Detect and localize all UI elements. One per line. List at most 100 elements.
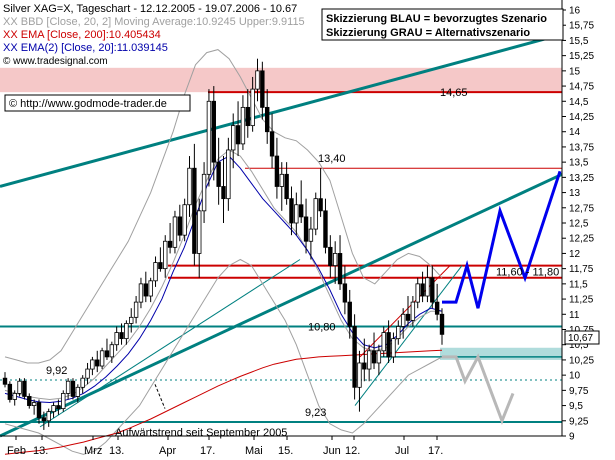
annotation-label: 11,60 - 11,80 <box>496 267 559 279</box>
scenario-legend-box <box>321 8 564 41</box>
candle-body <box>80 377 85 388</box>
x-tick-label: Apr <box>159 445 176 457</box>
y-tick-label: 10,5 <box>569 340 589 351</box>
candle-body <box>371 350 377 364</box>
candle-body <box>46 411 51 422</box>
candle-body <box>357 362 362 388</box>
bbd-upper-line <box>4 49 443 364</box>
annotation-label: 9,92 <box>46 365 67 377</box>
candle-body <box>51 405 56 413</box>
candle-body <box>22 380 27 397</box>
candle-body <box>250 88 255 127</box>
candle-body <box>70 380 76 397</box>
scenario-blue-path <box>442 170 562 309</box>
x-tick-label: 17. <box>428 445 443 457</box>
x-tick-label: 17. <box>200 445 215 457</box>
candle-body <box>434 301 440 315</box>
candle-body <box>245 106 250 127</box>
candle-body <box>12 392 17 400</box>
candle-body <box>260 70 265 108</box>
y-tick-label: 11 <box>569 310 580 321</box>
candle-body <box>264 106 270 133</box>
y-tick-label: 13,5 <box>569 158 589 169</box>
candle-body <box>342 283 348 303</box>
candle-body <box>352 326 357 388</box>
y-tick-label: 15,75 <box>569 21 594 32</box>
y-tick-label: 12,5 <box>569 219 589 230</box>
candle-body <box>294 204 299 224</box>
candle-body <box>362 362 367 370</box>
candle-body <box>167 240 173 248</box>
candle-body <box>430 277 435 303</box>
y-tick-label: 12 <box>569 249 581 260</box>
website-label[interactable]: © http://www.godmode-trader.de <box>9 98 167 110</box>
candle-body <box>328 246 333 266</box>
y-tick-label: 14,25 <box>569 112 594 123</box>
annotation-label: 13,40 <box>318 153 346 165</box>
candle-body <box>182 204 187 236</box>
tradesignal-copyright: © www.tradesignal.com <box>3 56 108 67</box>
bbd-lower-line <box>4 258 443 455</box>
annotations-layer: 14,65 13,40 11,60 - 11,80 10,80 9,92 9,23 Aufw… <box>46 87 559 439</box>
candle-body <box>303 216 309 242</box>
support-zone <box>440 347 562 360</box>
legend-gray-label: Skizzierung GRAU = Alternativszenario <box>326 27 530 39</box>
bbd-legend: XX BBD [Close, 20, 2] Moving Average:10.… <box>3 16 305 28</box>
candle-body <box>405 313 411 321</box>
levels-layer <box>0 91 562 424</box>
candle-body <box>114 332 119 346</box>
candle-body <box>376 350 382 364</box>
candle-body <box>143 283 149 297</box>
candle-body <box>332 253 338 267</box>
annotation-label: 9,23 <box>305 407 326 419</box>
candle-body <box>415 283 420 303</box>
candle-body <box>201 173 207 212</box>
y-tick-label: 13 <box>569 188 581 199</box>
x-tick-label: 15. <box>278 445 293 457</box>
y-tick-label: 15,5 <box>569 36 589 47</box>
candle-body <box>231 125 236 151</box>
y-tick-label: 15 <box>569 66 581 77</box>
y-tick-label: 10 <box>569 371 581 382</box>
last-price-label: 10,67 <box>568 333 593 344</box>
candle-body <box>172 216 178 248</box>
candle-body <box>366 350 372 370</box>
candle-body <box>279 173 284 187</box>
candle-body <box>308 228 314 242</box>
scenario-layer <box>442 170 562 425</box>
candle-body <box>36 402 42 419</box>
candle-body <box>274 155 280 187</box>
candle-body <box>347 301 352 327</box>
x-tick-label: 13. <box>33 445 48 457</box>
candle-body <box>85 368 90 379</box>
y-tick-label: 14 <box>569 127 581 138</box>
candle-body <box>226 149 231 200</box>
candle-body <box>211 100 216 163</box>
candle-body <box>255 70 260 90</box>
candle-body <box>221 186 226 200</box>
candle-body <box>153 262 158 282</box>
y-tick-label: 11,5 <box>569 279 588 290</box>
y-tick-label: 16 <box>569 6 581 17</box>
candle-body <box>2 377 8 385</box>
candle-body <box>56 405 61 410</box>
x-tick-label: Mai <box>245 445 263 457</box>
candle-body <box>391 338 396 358</box>
candle-body <box>138 283 144 303</box>
x-tick-label: Jul <box>395 445 409 457</box>
y-tick-label: 11,75 <box>569 264 594 275</box>
candle-body <box>41 417 47 422</box>
trend-pointer-line <box>154 384 166 409</box>
candle-body <box>133 301 139 318</box>
website-box <box>4 94 191 112</box>
candle-body <box>65 380 71 394</box>
candle-body <box>396 326 401 340</box>
chart-title: Silver XAG=X, Tageschart - 12.12.2005 - … <box>3 3 297 15</box>
candle-body <box>337 253 343 285</box>
candle-body <box>7 383 13 400</box>
candle-body <box>269 131 275 157</box>
candle-body <box>109 344 115 358</box>
candle-body <box>192 167 197 254</box>
candle-body <box>235 125 241 145</box>
